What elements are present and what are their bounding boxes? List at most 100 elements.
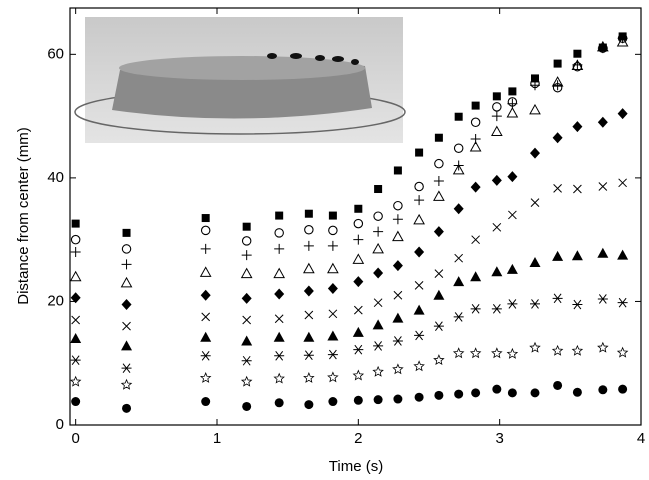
data-point — [352, 326, 364, 337]
data-point — [433, 354, 445, 366]
data-point — [122, 403, 132, 413]
x-axis-label: Time (s) — [329, 458, 383, 475]
data-point — [121, 259, 132, 270]
x-tick-label: 1 — [213, 430, 221, 447]
data-point — [242, 222, 251, 231]
data-point — [506, 106, 519, 118]
data-point — [433, 289, 445, 300]
data-point — [392, 336, 403, 346]
data-point — [200, 289, 211, 301]
data-point — [470, 117, 481, 128]
data-point — [373, 226, 384, 237]
data-point — [392, 230, 404, 242]
y-tick-label: 60 — [47, 45, 64, 62]
data-point — [492, 384, 502, 394]
data-point — [507, 171, 518, 183]
data-point — [508, 87, 517, 96]
data-point — [529, 80, 540, 91]
data-point — [70, 247, 81, 258]
y-axis-label: Distance from center (mm) — [15, 127, 32, 305]
data-point — [471, 388, 481, 398]
data-point — [596, 40, 609, 52]
data-point — [327, 240, 338, 251]
data-point — [353, 218, 364, 229]
data-point — [241, 355, 252, 366]
data-point — [492, 92, 501, 101]
data-point — [572, 299, 583, 310]
data-point — [328, 211, 337, 220]
data-point — [529, 257, 541, 268]
x-tick-label: 2 — [354, 430, 362, 447]
data-point — [469, 140, 482, 152]
data-point — [328, 309, 338, 319]
data-point — [617, 108, 628, 120]
data-point — [120, 276, 133, 288]
data-point — [616, 346, 629, 358]
data-point — [530, 74, 539, 83]
data-point — [121, 244, 132, 254]
data-point — [452, 163, 465, 175]
data-point — [393, 200, 403, 211]
data-point — [414, 392, 424, 402]
data-point — [551, 344, 564, 356]
data-point — [201, 214, 210, 223]
data-point — [553, 380, 563, 390]
data-point — [392, 214, 403, 225]
data-point — [121, 299, 132, 311]
data-point — [414, 181, 424, 192]
data-point — [597, 116, 608, 128]
data-point — [571, 250, 583, 261]
data-point — [353, 276, 364, 288]
data-point — [452, 347, 465, 359]
data-point — [373, 395, 383, 405]
data-point — [120, 378, 133, 390]
data-point — [71, 397, 81, 407]
data-point — [353, 344, 364, 355]
data-point — [373, 298, 383, 308]
data-point — [453, 276, 465, 287]
data-point — [352, 253, 365, 264]
data-point — [200, 351, 211, 361]
data-point — [413, 304, 425, 315]
data-point — [618, 384, 628, 394]
data-point — [414, 330, 425, 341]
plot-frame — [69, 7, 642, 426]
data-point — [598, 385, 608, 395]
data-point — [274, 288, 285, 300]
data-point — [121, 340, 133, 351]
data-point — [373, 211, 383, 221]
data-point — [529, 341, 541, 353]
data-point — [328, 397, 338, 407]
data-point — [303, 331, 315, 342]
data-point — [327, 330, 339, 341]
data-point — [274, 228, 284, 238]
data-point — [303, 262, 315, 274]
data-point — [618, 178, 627, 188]
data-point — [571, 59, 584, 70]
data-point — [303, 285, 314, 297]
data-point — [200, 243, 211, 254]
data-point — [200, 225, 211, 236]
data-point — [392, 363, 404, 375]
data-point — [304, 209, 313, 218]
data-point — [492, 222, 502, 232]
data-point — [598, 182, 608, 191]
data-point — [122, 321, 131, 331]
data-point — [352, 369, 365, 381]
data-point — [413, 360, 425, 372]
data-point — [617, 33, 628, 44]
data-point — [274, 351, 285, 361]
x-tick-label: 4 — [637, 430, 645, 447]
data-point — [433, 190, 445, 201]
data-point — [529, 103, 541, 115]
data-point — [617, 297, 628, 308]
data-point — [414, 195, 425, 206]
data-point — [530, 198, 540, 207]
data-point — [470, 181, 481, 193]
data-point — [506, 347, 519, 359]
data-point — [372, 319, 384, 330]
data-point — [506, 263, 518, 274]
data-point — [490, 125, 503, 137]
data-point — [372, 365, 384, 377]
x-tick-label: 3 — [495, 430, 503, 447]
